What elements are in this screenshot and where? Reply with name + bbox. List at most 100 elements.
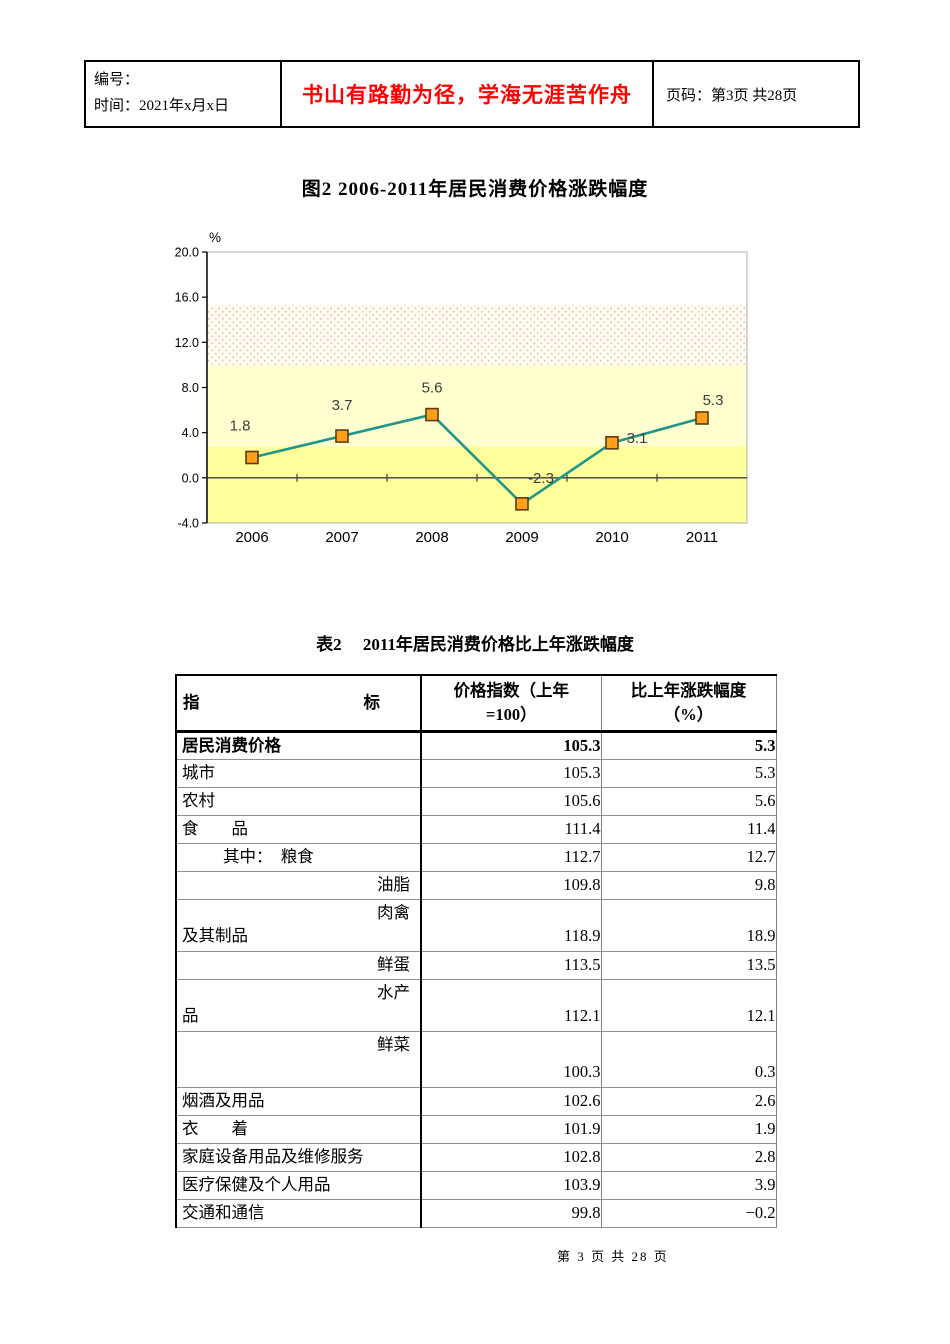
- change-cell: 9.8: [601, 871, 776, 900]
- header-motto-cell: 书山有路勤为径，学海无涯苦作舟: [282, 62, 654, 126]
- doc-time-label: 时间：2021年x月x日: [94, 98, 230, 115]
- indicator-cell: 水产品: [176, 979, 422, 1032]
- svg-text:5.3: 5.3: [703, 392, 724, 409]
- indicator-cell: 烟酒及用品: [176, 1087, 422, 1116]
- indicator-cell: 衣 着: [176, 1115, 422, 1144]
- change-cell: 0.3: [601, 1031, 776, 1088]
- price-index-cell: 105.6: [421, 787, 602, 816]
- page-header: 编号： 时间：2021年x月x日 书山有路勤为径，学海无涯苦作舟 页码：第3页 …: [84, 60, 860, 128]
- table-row: 油脂 109.8 9.8: [176, 871, 776, 900]
- cpi-table: 指 标 价格指数（上年 =100） 比上年涨跌幅度 （%） 居民消费价格 105.…: [175, 674, 777, 1228]
- page-number-label: 页码：第3页 共28页: [666, 87, 798, 104]
- price-index-cell: 99.8: [421, 1199, 602, 1228]
- motto-text: 书山有路勤为径，学海无涯苦作舟: [302, 83, 632, 107]
- svg-text:12.0: 12.0: [175, 336, 199, 350]
- price-index-cell: 118.9: [421, 899, 602, 952]
- svg-text:8.0: 8.0: [182, 381, 199, 395]
- svg-text:2007: 2007: [325, 529, 358, 546]
- svg-text:3.7: 3.7: [332, 397, 353, 414]
- svg-text:5.6: 5.6: [422, 380, 443, 397]
- svg-text:-2.3: -2.3: [528, 470, 554, 487]
- indicator-cell: 其中： 粮食: [176, 843, 422, 872]
- price-index-cell: 101.9: [421, 1115, 602, 1144]
- chart-title: 图2 2006-2011年居民消费价格涨跌幅度: [301, 179, 649, 200]
- price-index-cell: 105.3: [421, 731, 602, 760]
- svg-text:1.8: 1.8: [230, 418, 251, 435]
- footer-page-number: 第 3 页 共 28 页: [557, 1249, 669, 1264]
- indicator-cell: 鲜菜: [176, 1031, 422, 1088]
- table-row: 鲜菜 100.3 0.3: [176, 1031, 776, 1088]
- price-index-cell: 105.3: [421, 759, 602, 788]
- column-header-price-index: 价格指数（上年 =100）: [421, 675, 602, 733]
- change-cell: 3.9: [601, 1171, 776, 1200]
- change-cell: 5.3: [601, 731, 776, 760]
- change-cell: 5.6: [601, 787, 776, 816]
- change-cell: 13.5: [601, 951, 776, 980]
- table-row: 衣 着 101.9 1.9: [176, 1115, 776, 1144]
- cpi-line-chart-canvas: 20.0 16.0 12.0 8.0 4.0 0.0 -4.0% 2006 2007 2008 20…: [175, 230, 748, 546]
- table-row: 其中： 粮食 112.7 12.7: [176, 843, 776, 872]
- indicator-cell: 居民消费价格: [176, 731, 422, 760]
- change-cell: 5.3: [601, 759, 776, 788]
- table-row: 食 品 111.4 11.4: [176, 815, 776, 844]
- change-cell: 18.9: [601, 899, 776, 952]
- svg-text:2011: 2011: [686, 529, 718, 546]
- price-index-cell: 103.9: [421, 1171, 602, 1200]
- price-index-cell: 112.1: [421, 979, 602, 1032]
- cpi-line-chart: 20.0 16.0 12.0 8.0 4.0 0.0 -4.0% 2006 2007 2008 20…: [165, 226, 765, 558]
- svg-text:2008: 2008: [415, 529, 448, 546]
- header-page-cell: 页码：第3页 共28页: [654, 62, 862, 126]
- indicator-cell: 交通和通信: [176, 1199, 422, 1228]
- table-row: 农村 105.6 5.6: [176, 787, 776, 816]
- change-cell: 12.1: [601, 979, 776, 1032]
- indicator-cell: 家庭设备用品及维修服务: [176, 1143, 422, 1172]
- indicator-cell: 城市: [176, 759, 422, 788]
- table-title: 表2 2011年居民消费价格比上年涨跌幅度: [316, 635, 634, 654]
- price-index-cell: 100.3: [421, 1031, 602, 1088]
- change-cell: 1.9: [601, 1115, 776, 1144]
- price-index-cell: 113.5: [421, 951, 602, 980]
- price-index-cell: 109.8: [421, 871, 602, 900]
- change-cell: 2.6: [601, 1087, 776, 1116]
- table-row: 肉禽 及其制品 118.9 18.9: [176, 899, 776, 952]
- indicator-cell: 油脂: [176, 871, 422, 900]
- svg-text:%: %: [209, 230, 221, 245]
- change-cell: 2.8: [601, 1143, 776, 1172]
- svg-text:20.0: 20.0: [175, 246, 199, 260]
- svg-text:4.0: 4.0: [182, 426, 199, 440]
- table-row: 鲜蛋 113.5 13.5: [176, 951, 776, 980]
- table-row: 医疗保健及个人用品 103.9 3.9: [176, 1171, 776, 1200]
- svg-text:16.0: 16.0: [175, 291, 199, 305]
- svg-text:3.1: 3.1: [627, 430, 648, 447]
- price-index-cell: 111.4: [421, 815, 602, 844]
- price-index-cell: 112.7: [421, 843, 602, 872]
- svg-text:2010: 2010: [595, 529, 628, 546]
- table-row: 交通和通信 99.8 −0.2: [176, 1199, 776, 1228]
- svg-text:-4.0: -4.0: [177, 517, 199, 531]
- price-index-cell: 102.8: [421, 1143, 602, 1172]
- svg-text:0.0: 0.0: [182, 471, 199, 485]
- table-row: 家庭设备用品及维修服务 102.8 2.8: [176, 1143, 776, 1172]
- column-header-indicator: 指 标: [176, 675, 422, 733]
- indicator-label-left: 指: [183, 692, 200, 712]
- svg-text:2009: 2009: [505, 529, 538, 546]
- indicator-cell: 鲜蛋: [176, 951, 422, 980]
- table-row: 城市 105.3 5.3: [176, 759, 776, 788]
- doc-number-label: 编号：: [94, 72, 140, 88]
- indicator-label-right: 标: [363, 692, 381, 712]
- price-index-cell: 102.6: [421, 1087, 602, 1116]
- indicator-cell: 肉禽 及其制品: [176, 899, 422, 952]
- change-cell: 12.7: [601, 843, 776, 872]
- change-cell: 11.4: [601, 815, 776, 844]
- indicator-cell: 农村: [176, 787, 422, 816]
- table-header-row: 指 标 价格指数（上年 =100） 比上年涨跌幅度 （%）: [176, 675, 776, 733]
- indicator-cell: 食 品: [176, 815, 422, 844]
- header-meta-cell: 编号： 时间：2021年x月x日: [86, 62, 282, 126]
- indicator-cell: 医疗保健及个人用品: [176, 1171, 422, 1200]
- table-row: 烟酒及用品 102.6 2.6: [176, 1087, 776, 1116]
- svg-text:2006: 2006: [235, 529, 268, 546]
- column-header-change: 比上年涨跌幅度 （%）: [601, 675, 776, 733]
- table-row: 居民消费价格 105.3 5.3: [176, 731, 776, 760]
- table-row: 水产品 112.1 12.1: [176, 979, 776, 1032]
